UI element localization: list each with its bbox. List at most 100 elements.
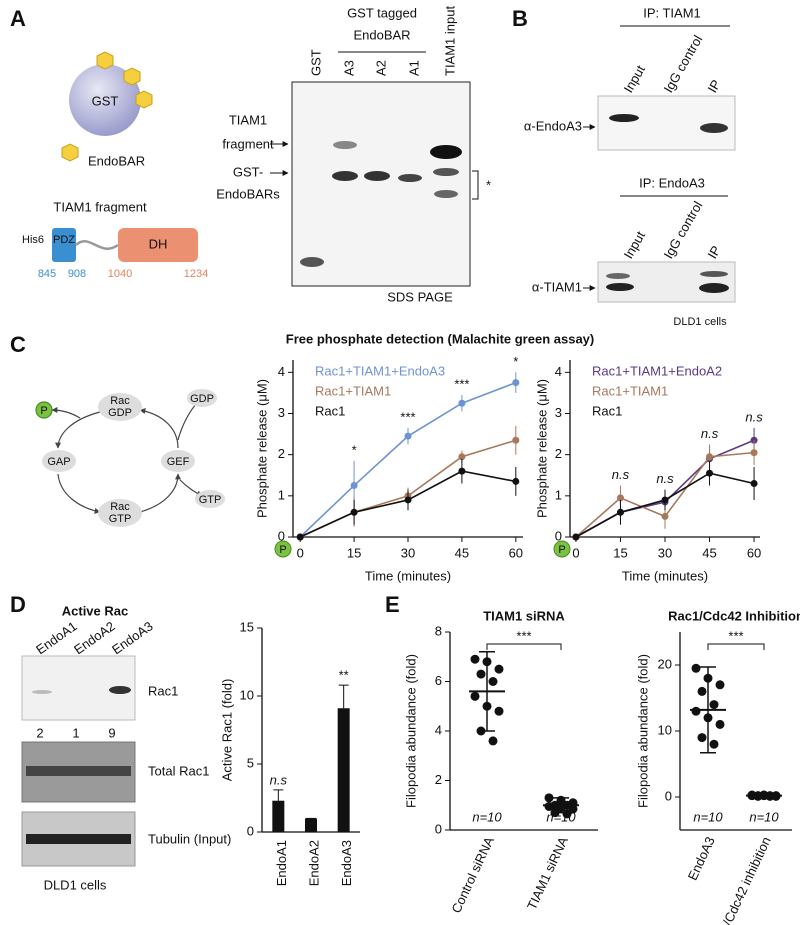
lane-label: EndoA1 (33, 618, 80, 657)
x-axis-label: Time (minutes) (365, 568, 451, 583)
significance-bracket (486, 643, 562, 650)
data-point (458, 467, 466, 475)
phosphate-icon (274, 540, 292, 558)
y-tick-label: 2 (435, 772, 442, 787)
y-tick-label: 8 (435, 623, 442, 638)
y-tick-label: 0 (278, 528, 285, 543)
blot-label: Rac1 (148, 683, 178, 698)
significance: n.s (270, 772, 288, 787)
phosphate-icon-label: P (279, 544, 286, 556)
x-tick-label: EndoA3 (339, 840, 354, 886)
error-bar (700, 666, 716, 754)
gel-header: EndoBAR (353, 27, 410, 42)
data-point (470, 691, 480, 701)
gst-schematic (61, 51, 153, 162)
gst-label: GST (92, 93, 119, 108)
data-point (715, 680, 725, 690)
y-tick-label: 0 (665, 788, 672, 803)
tag-label: His6 (22, 234, 44, 246)
band-label: fragment (222, 136, 274, 151)
data-point (661, 496, 669, 504)
significance: *** (516, 628, 531, 643)
error-bar (338, 684, 349, 709)
y-tick-label: 15 (240, 619, 254, 634)
phosphate-icon-label: P (558, 544, 565, 556)
n-label: n=10 (546, 809, 576, 824)
x-tick-label: 30 (401, 545, 415, 560)
lane-label: EndoA3 (109, 618, 156, 657)
band-label: EndoBARs (216, 186, 280, 201)
data-point (458, 399, 466, 407)
y-tick-label: 1 (555, 487, 562, 502)
data-point (691, 706, 701, 716)
lane-label: GST (308, 49, 323, 76)
residue: 1234 (184, 268, 208, 280)
data-point (562, 809, 572, 819)
x-tick-label: EndoA1 (274, 840, 289, 886)
x-tick-label: 15 (347, 545, 361, 560)
data-point (404, 432, 412, 440)
cycle-label: GAP (47, 456, 70, 468)
data-point (616, 494, 624, 502)
y-tick-label: 6 (435, 673, 442, 688)
blot-label: Tubulin (Input) (148, 831, 231, 846)
cycle-label: GTP (109, 513, 132, 525)
significance: n.s (701, 426, 719, 441)
y-tick-label: 0 (247, 823, 254, 838)
y-axis-label: Active Rac1 (fold) (219, 679, 234, 782)
data-point (458, 453, 466, 461)
caption: DLD1 cells (673, 316, 727, 328)
legend-entry: Rac1 (315, 403, 345, 418)
x-tick-label: EndoA2 (306, 840, 321, 886)
data-point (706, 453, 714, 461)
data-point (404, 496, 412, 504)
ip-label: IP: EndoA3 (639, 175, 705, 190)
phosphate-icon: P (40, 405, 47, 417)
n-label: n=10 (693, 809, 723, 824)
n-label: n=10 (472, 809, 502, 824)
data-point (350, 482, 358, 490)
x-tick-label: 30 (658, 545, 672, 560)
data-point (296, 533, 304, 541)
quantification: 9 (108, 725, 115, 740)
data-point (697, 686, 707, 696)
x-tick-label: 60 (509, 545, 523, 560)
data-point (350, 508, 358, 516)
blot (21, 655, 136, 867)
data-point (512, 436, 520, 444)
panel-label: E (385, 592, 400, 617)
significance: *** (400, 409, 415, 424)
y-tick-label: 2 (555, 446, 562, 461)
chart-title: TIAM1 siRNA (483, 608, 565, 623)
x-tick-label: EndoA3 (685, 834, 718, 882)
bar (272, 800, 285, 832)
y-tick-label: 1 (278, 487, 285, 502)
data-point (512, 379, 520, 387)
fragment-title: TIAM1 fragment (53, 199, 147, 214)
significance: n.s (612, 467, 630, 482)
data-point (470, 654, 480, 664)
lane-label: IP (705, 243, 724, 261)
bar (305, 818, 317, 832)
x-tick-label: 45 (702, 545, 716, 560)
band-label: GST- (233, 164, 263, 179)
y-tick-label: 2 (278, 446, 285, 461)
significance: n.s (745, 409, 763, 424)
significance: n.s (656, 471, 674, 486)
panel-label: D (10, 592, 26, 617)
legend-entry: Rac1+TIAM1+EndoA3 (315, 363, 445, 378)
data-point (661, 512, 669, 520)
phosphate-icon (553, 540, 571, 558)
lane-label: Input (621, 62, 649, 95)
panel-label: A (10, 6, 26, 31)
y-tick-label: 10 (658, 722, 672, 737)
y-tick-label: 0 (435, 821, 442, 836)
data-point (476, 669, 486, 679)
lane-label: A3 (341, 60, 356, 76)
n-label: n=10 (749, 809, 779, 824)
data-point (494, 664, 504, 674)
data-point (697, 733, 707, 743)
y-tick-label: 4 (435, 722, 442, 737)
x-tick-label: 45 (455, 545, 469, 560)
